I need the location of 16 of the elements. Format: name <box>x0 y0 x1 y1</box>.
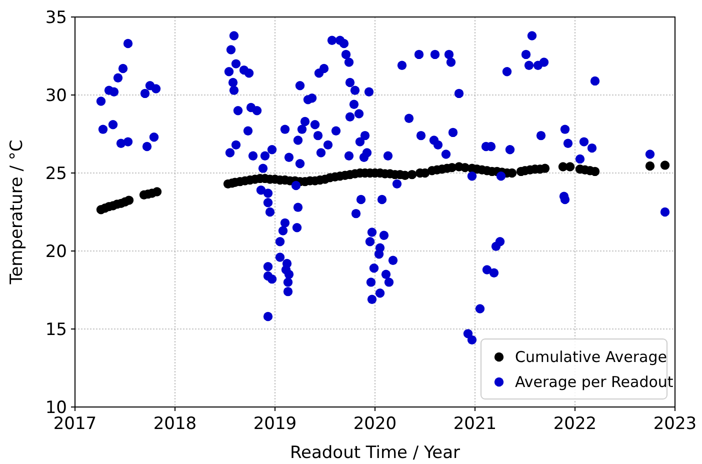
x-tick-label: 2021 <box>453 414 497 434</box>
y-tick-label: 30 <box>45 86 67 106</box>
y-tick-label: 20 <box>45 242 67 262</box>
x-tick-label: 2023 <box>653 414 697 434</box>
y-tick-label: 35 <box>45 8 67 28</box>
x-axis-title: Readout Time / Year <box>290 443 460 463</box>
x-tick-label: 2017 <box>53 414 97 434</box>
y-tick-label: 25 <box>45 164 67 184</box>
x-tick-label: 2018 <box>153 414 197 434</box>
legend-label: Cumulative Average <box>515 348 667 366</box>
x-tick-label: 2019 <box>253 414 297 434</box>
x-tick-label: 2020 <box>353 414 397 434</box>
y-axis-title: Temperature / °C <box>7 140 27 286</box>
y-tick-label: 15 <box>45 320 67 340</box>
legend-label: Average per Readout <box>515 373 674 391</box>
x-tick-label: 2022 <box>553 414 597 434</box>
